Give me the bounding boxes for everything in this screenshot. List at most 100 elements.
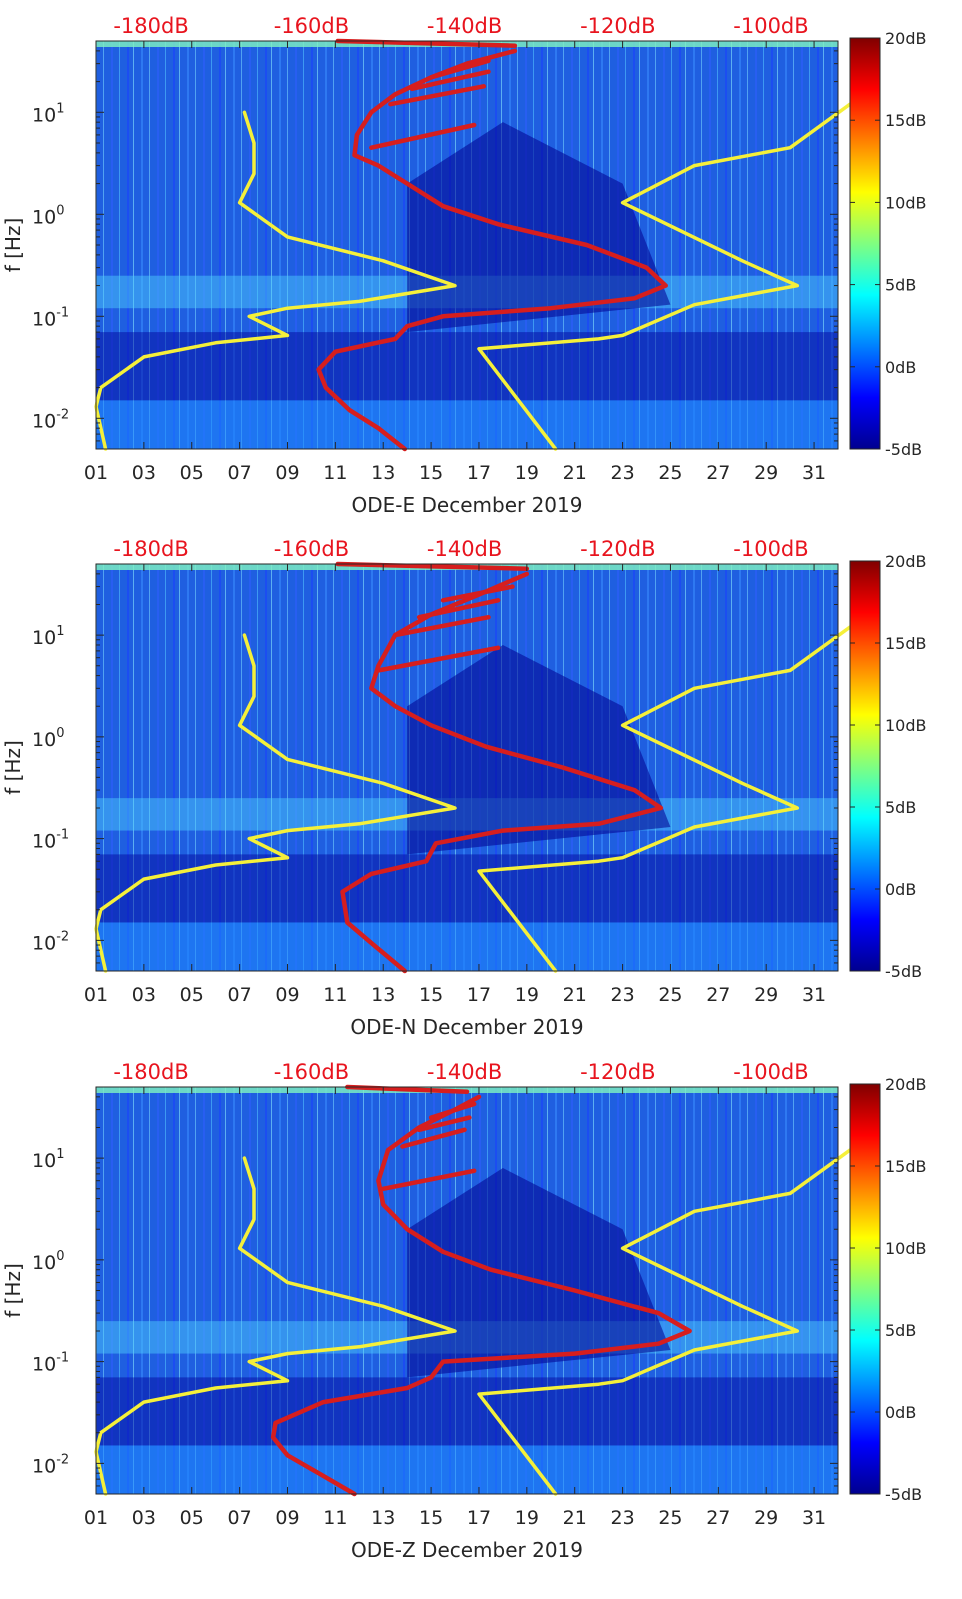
top-axis-label: -160dB <box>274 14 349 38</box>
x-tick-label: 21 <box>563 1507 587 1529</box>
x-tick-label: 25 <box>658 1507 682 1529</box>
yellow-curve-8 <box>477 102 852 451</box>
y-tick-exponent: 1 <box>56 101 64 116</box>
colorbar-tick-label: 15dB <box>885 111 927 130</box>
x-tick-label: 07 <box>228 1507 252 1529</box>
x-tick-label: 25 <box>658 462 682 484</box>
y-tick-base: 10 <box>32 1252 56 1274</box>
x-tick-label: 09 <box>275 462 299 484</box>
y-tick-label: 100 <box>32 203 64 228</box>
x-tick-label: 15 <box>419 1507 443 1529</box>
colorbar-tick-label: -5dB <box>885 962 922 981</box>
colorbar-tick-label: 0dB <box>885 880 916 899</box>
y-tick-base: 10 <box>32 308 56 330</box>
x-tick-label: 13 <box>371 462 395 484</box>
x-tick-label: 05 <box>180 1507 204 1529</box>
y-tick-base: 10 <box>32 1455 56 1477</box>
y-tick-exponent: 1 <box>56 1147 64 1162</box>
top-axis-label: -160dB <box>274 1060 349 1084</box>
top-axis-label: -140dB <box>427 14 502 38</box>
red-curve-4 <box>409 69 491 92</box>
colorbar-tick-label: -5dB <box>885 440 922 459</box>
red-curve-1 <box>316 48 668 452</box>
y-tick-label: 101 <box>32 101 64 126</box>
x-tick-label: 29 <box>754 1507 778 1529</box>
x-tick-label: 09 <box>275 984 299 1006</box>
red-curve-5 <box>428 1101 477 1120</box>
red-curve-2 <box>380 1168 477 1192</box>
yellow-curve-8 <box>477 1148 852 1496</box>
top-axis-label: -140dB <box>427 537 502 561</box>
top-axis-label: -180dB <box>113 14 188 38</box>
y-tick-exponent: -1 <box>56 1351 69 1366</box>
y-tick-label: 101 <box>32 624 64 649</box>
x-tick-label: 13 <box>371 984 395 1006</box>
colorbar-tick-label: 0dB <box>885 1403 916 1422</box>
y-axis-label: f [Hz] <box>1 740 25 795</box>
colorbar-tick-label: 10dB <box>885 716 927 735</box>
y-tick-base: 10 <box>32 206 56 228</box>
y-tick-exponent: -2 <box>56 1452 69 1467</box>
yellow-curve-7 <box>94 1156 457 1496</box>
x-tick-label: 17 <box>467 462 491 484</box>
y-axis-label: f [Hz] <box>1 218 25 273</box>
x-tick-label: 23 <box>610 462 634 484</box>
x-tick-label: 19 <box>515 984 539 1006</box>
colorbar-tick-label: 5dB <box>885 798 916 817</box>
y-axis-label: f [Hz] <box>1 1263 25 1318</box>
x-tick-label: 07 <box>228 462 252 484</box>
x-tick-label: 15 <box>419 984 443 1006</box>
colorbar-tick-label: 15dB <box>885 1157 927 1176</box>
colorbar-tick-label: 20dB <box>885 552 927 571</box>
colorbar-tick-label: 15dB <box>885 634 927 653</box>
top-axis-label: -160dB <box>274 537 349 561</box>
red-curve-6 <box>345 1084 470 1094</box>
x-tick-label: 25 <box>658 984 682 1006</box>
x-tick-label: 13 <box>371 1507 395 1529</box>
colorbar-tick-label: 0dB <box>885 358 916 377</box>
y-tick-exponent: 0 <box>56 203 64 218</box>
top-axis-label: -120dB <box>580 1060 655 1084</box>
red-curve-2 <box>376 645 501 673</box>
y-tick-base: 10 <box>32 729 56 751</box>
colorbar <box>849 1083 881 1495</box>
red-curve-1 <box>270 1094 692 1497</box>
x-tick-label: 31 <box>802 984 826 1006</box>
top-axis-label: -100dB <box>733 14 808 38</box>
y-tick-base: 10 <box>32 627 56 649</box>
y-tick-base: 10 <box>32 104 56 126</box>
top-axis-label: -100dB <box>733 1060 808 1084</box>
x-tick-label: 09 <box>275 1507 299 1529</box>
y-tick-base: 10 <box>32 410 56 432</box>
top-axis-label: -120dB <box>580 14 655 38</box>
x-tick-label: 07 <box>228 984 252 1006</box>
y-tick-exponent: -1 <box>56 305 69 320</box>
y-tick-label: 100 <box>32 726 64 751</box>
top-axis-label: -120dB <box>580 537 655 561</box>
x-tick-label: 21 <box>563 462 587 484</box>
red-curve-6 <box>335 561 530 571</box>
y-tick-base: 10 <box>32 1150 56 1172</box>
x-tick-label: 01 <box>84 462 108 484</box>
colorbar <box>849 560 881 972</box>
red-curve-2 <box>369 122 477 150</box>
top-axis-label: -180dB <box>113 1060 188 1084</box>
yellow-curve-8 <box>477 625 852 973</box>
x-tick-label: 03 <box>132 462 156 484</box>
x-tick-label: 01 <box>84 1507 108 1529</box>
x-tick-label: 11 <box>323 984 347 1006</box>
x-tick-label: 11 <box>323 1507 347 1529</box>
colorbar-tick-label: 10dB <box>885 1239 927 1258</box>
x-tick-label: 03 <box>132 984 156 1006</box>
x-axis-label: ODE-E December 2019 <box>352 493 583 517</box>
x-tick-label: 29 <box>754 984 778 1006</box>
quiet-region <box>407 644 671 855</box>
band-low <box>96 1445 838 1494</box>
red-curve-4 <box>416 598 501 620</box>
top-axis-label: -100dB <box>733 537 808 561</box>
y-tick-exponent: -2 <box>56 407 69 422</box>
quiet-band <box>96 1377 838 1446</box>
x-tick-label: 15 <box>419 462 443 484</box>
